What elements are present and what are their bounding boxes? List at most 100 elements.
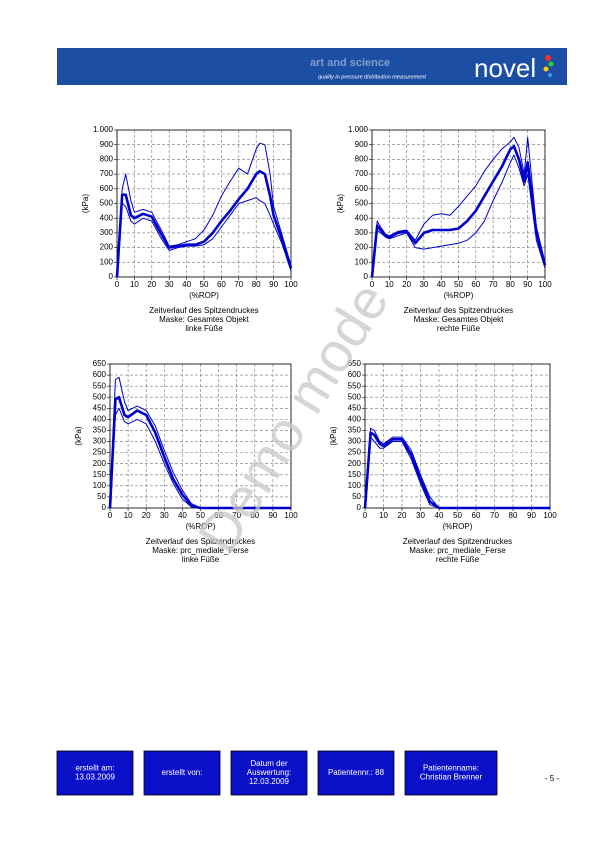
x-tick-label: 40 — [182, 280, 191, 289]
data-line — [370, 144, 547, 278]
y-axis-label: (kPa) — [74, 426, 83, 445]
y-tick-label: 100 — [100, 257, 114, 266]
chart-caption: Zeitverlauf des Spitzendruckes — [146, 537, 255, 546]
chart-caption: Maske: prc_mediale_Ferse — [409, 546, 506, 555]
x-tick-label: 30 — [165, 280, 174, 289]
x-axis-label: (%ROP) — [186, 522, 216, 531]
footer-box — [404, 750, 498, 796]
footer-text: erstellt von: — [162, 768, 203, 777]
x-tick-label: 70 — [232, 511, 241, 520]
y-tick-label: 200 — [93, 459, 107, 468]
y-tick-label: 250 — [348, 448, 362, 457]
x-tick-label: 90 — [523, 280, 532, 289]
y-tick-label: 350 — [348, 426, 362, 435]
x-tick-label: 40 — [178, 511, 187, 520]
x-tick-label: 0 — [108, 511, 113, 520]
y-tick-label: 1.000 — [348, 125, 369, 134]
y-tick-label: 300 — [100, 228, 114, 237]
y-tick-label: 500 — [355, 199, 369, 208]
y-tick-label: 500 — [100, 199, 114, 208]
y-tick-label: 650 — [348, 359, 362, 368]
chart-caption: Maske: Gesamtes Objekt — [414, 315, 505, 324]
y-tick-label: 350 — [93, 426, 107, 435]
footer-box — [230, 750, 308, 796]
y-tick-label: 200 — [355, 243, 369, 252]
y-tick-label: 400 — [93, 414, 107, 423]
data-line — [116, 142, 292, 278]
x-tick-label: 60 — [217, 280, 226, 289]
x-tick-label: 10 — [124, 511, 133, 520]
footer-text: Datum der — [250, 759, 288, 768]
x-tick-label: 0 — [370, 280, 375, 289]
x-tick-label: 50 — [200, 280, 209, 289]
y-tick-label: 200 — [348, 459, 362, 468]
chart: 0 50 100 150 200 250 300 350 400 450 500 550 600 650 0… — [74, 359, 298, 564]
y-tick-label: 100 — [355, 257, 369, 266]
plot-frame — [371, 129, 546, 278]
footer-text: Patientennr.: 88 — [328, 768, 385, 777]
data-line — [115, 169, 293, 278]
x-tick-label: 80 — [252, 280, 261, 289]
y-tick-label: 400 — [348, 414, 362, 423]
x-tick-label: 30 — [160, 511, 169, 520]
y-tick-label: 600 — [100, 184, 114, 193]
footer-box — [317, 750, 395, 796]
y-tick-label: 150 — [348, 470, 362, 479]
x-tick-label: 10 — [385, 280, 394, 289]
x-tick-label: 30 — [416, 511, 425, 520]
x-tick-label: 20 — [402, 280, 411, 289]
x-tick-label: 50 — [196, 511, 205, 520]
y-tick-label: 600 — [93, 370, 107, 379]
y-tick-label: 550 — [93, 381, 107, 390]
y-tick-label: 250 — [93, 448, 107, 457]
data-line — [371, 154, 546, 278]
footer-box — [56, 750, 134, 796]
x-tick-label: 10 — [130, 280, 139, 289]
y-tick-label: 450 — [348, 403, 362, 412]
x-tick-label: 90 — [268, 511, 277, 520]
x-tick-label: 60 — [471, 280, 480, 289]
page-number: - 5 - — [545, 774, 560, 783]
x-tick-label: 100 — [284, 280, 298, 289]
y-tick-label: 300 — [348, 437, 362, 446]
data-line — [371, 136, 546, 278]
logo — [543, 55, 554, 77]
y-tick-label: 550 — [348, 381, 362, 390]
x-tick-label: 80 — [506, 280, 515, 289]
y-tick-label: 900 — [100, 140, 114, 149]
header-bar — [57, 48, 567, 85]
x-tick-label: 90 — [527, 511, 536, 520]
x-tick-label: 20 — [142, 511, 151, 520]
chart-caption: Zeitverlauf des Spitzendruckes — [404, 306, 513, 315]
x-tick-label: 20 — [398, 511, 407, 520]
y-tick-label: 1.000 — [93, 125, 114, 134]
x-tick-label: 60 — [472, 511, 481, 520]
y-tick-label: 650 — [93, 359, 107, 368]
x-tick-label: 100 — [543, 511, 557, 520]
y-tick-label: 100 — [348, 481, 362, 490]
chart-caption: Zeitverlauf des Spitzendruckes — [149, 306, 258, 315]
x-axis-label: (%ROP) — [443, 522, 473, 531]
y-tick-label: 200 — [100, 243, 114, 252]
header-subtitle: quality in pressure distribution measure… — [318, 74, 426, 80]
data-line — [109, 407, 291, 509]
y-tick-label: 50 — [352, 492, 361, 501]
x-tick-label: 80 — [250, 511, 259, 520]
y-tick-label: 50 — [97, 492, 106, 501]
x-tick-label: 50 — [453, 511, 462, 520]
x-tick-label: 20 — [147, 280, 156, 289]
x-tick-label: 100 — [538, 280, 552, 289]
chart-caption: Maske: prc_mediale_Ferse — [152, 546, 249, 555]
x-axis-label: (%ROP) — [444, 291, 474, 300]
y-tick-label: 500 — [93, 392, 107, 401]
y-axis-label: (kPa) — [81, 194, 90, 213]
y-tick-label: 300 — [355, 228, 369, 237]
x-tick-label: 60 — [214, 511, 223, 520]
footer-text: Patientenname: — [423, 764, 479, 773]
x-tick-label: 50 — [454, 280, 463, 289]
chart-caption: rechte Füße — [436, 555, 480, 564]
chart-caption: linke Füße — [182, 555, 220, 564]
y-tick-label: 100 — [93, 481, 107, 490]
y-axis-label: (kPa) — [336, 194, 345, 213]
